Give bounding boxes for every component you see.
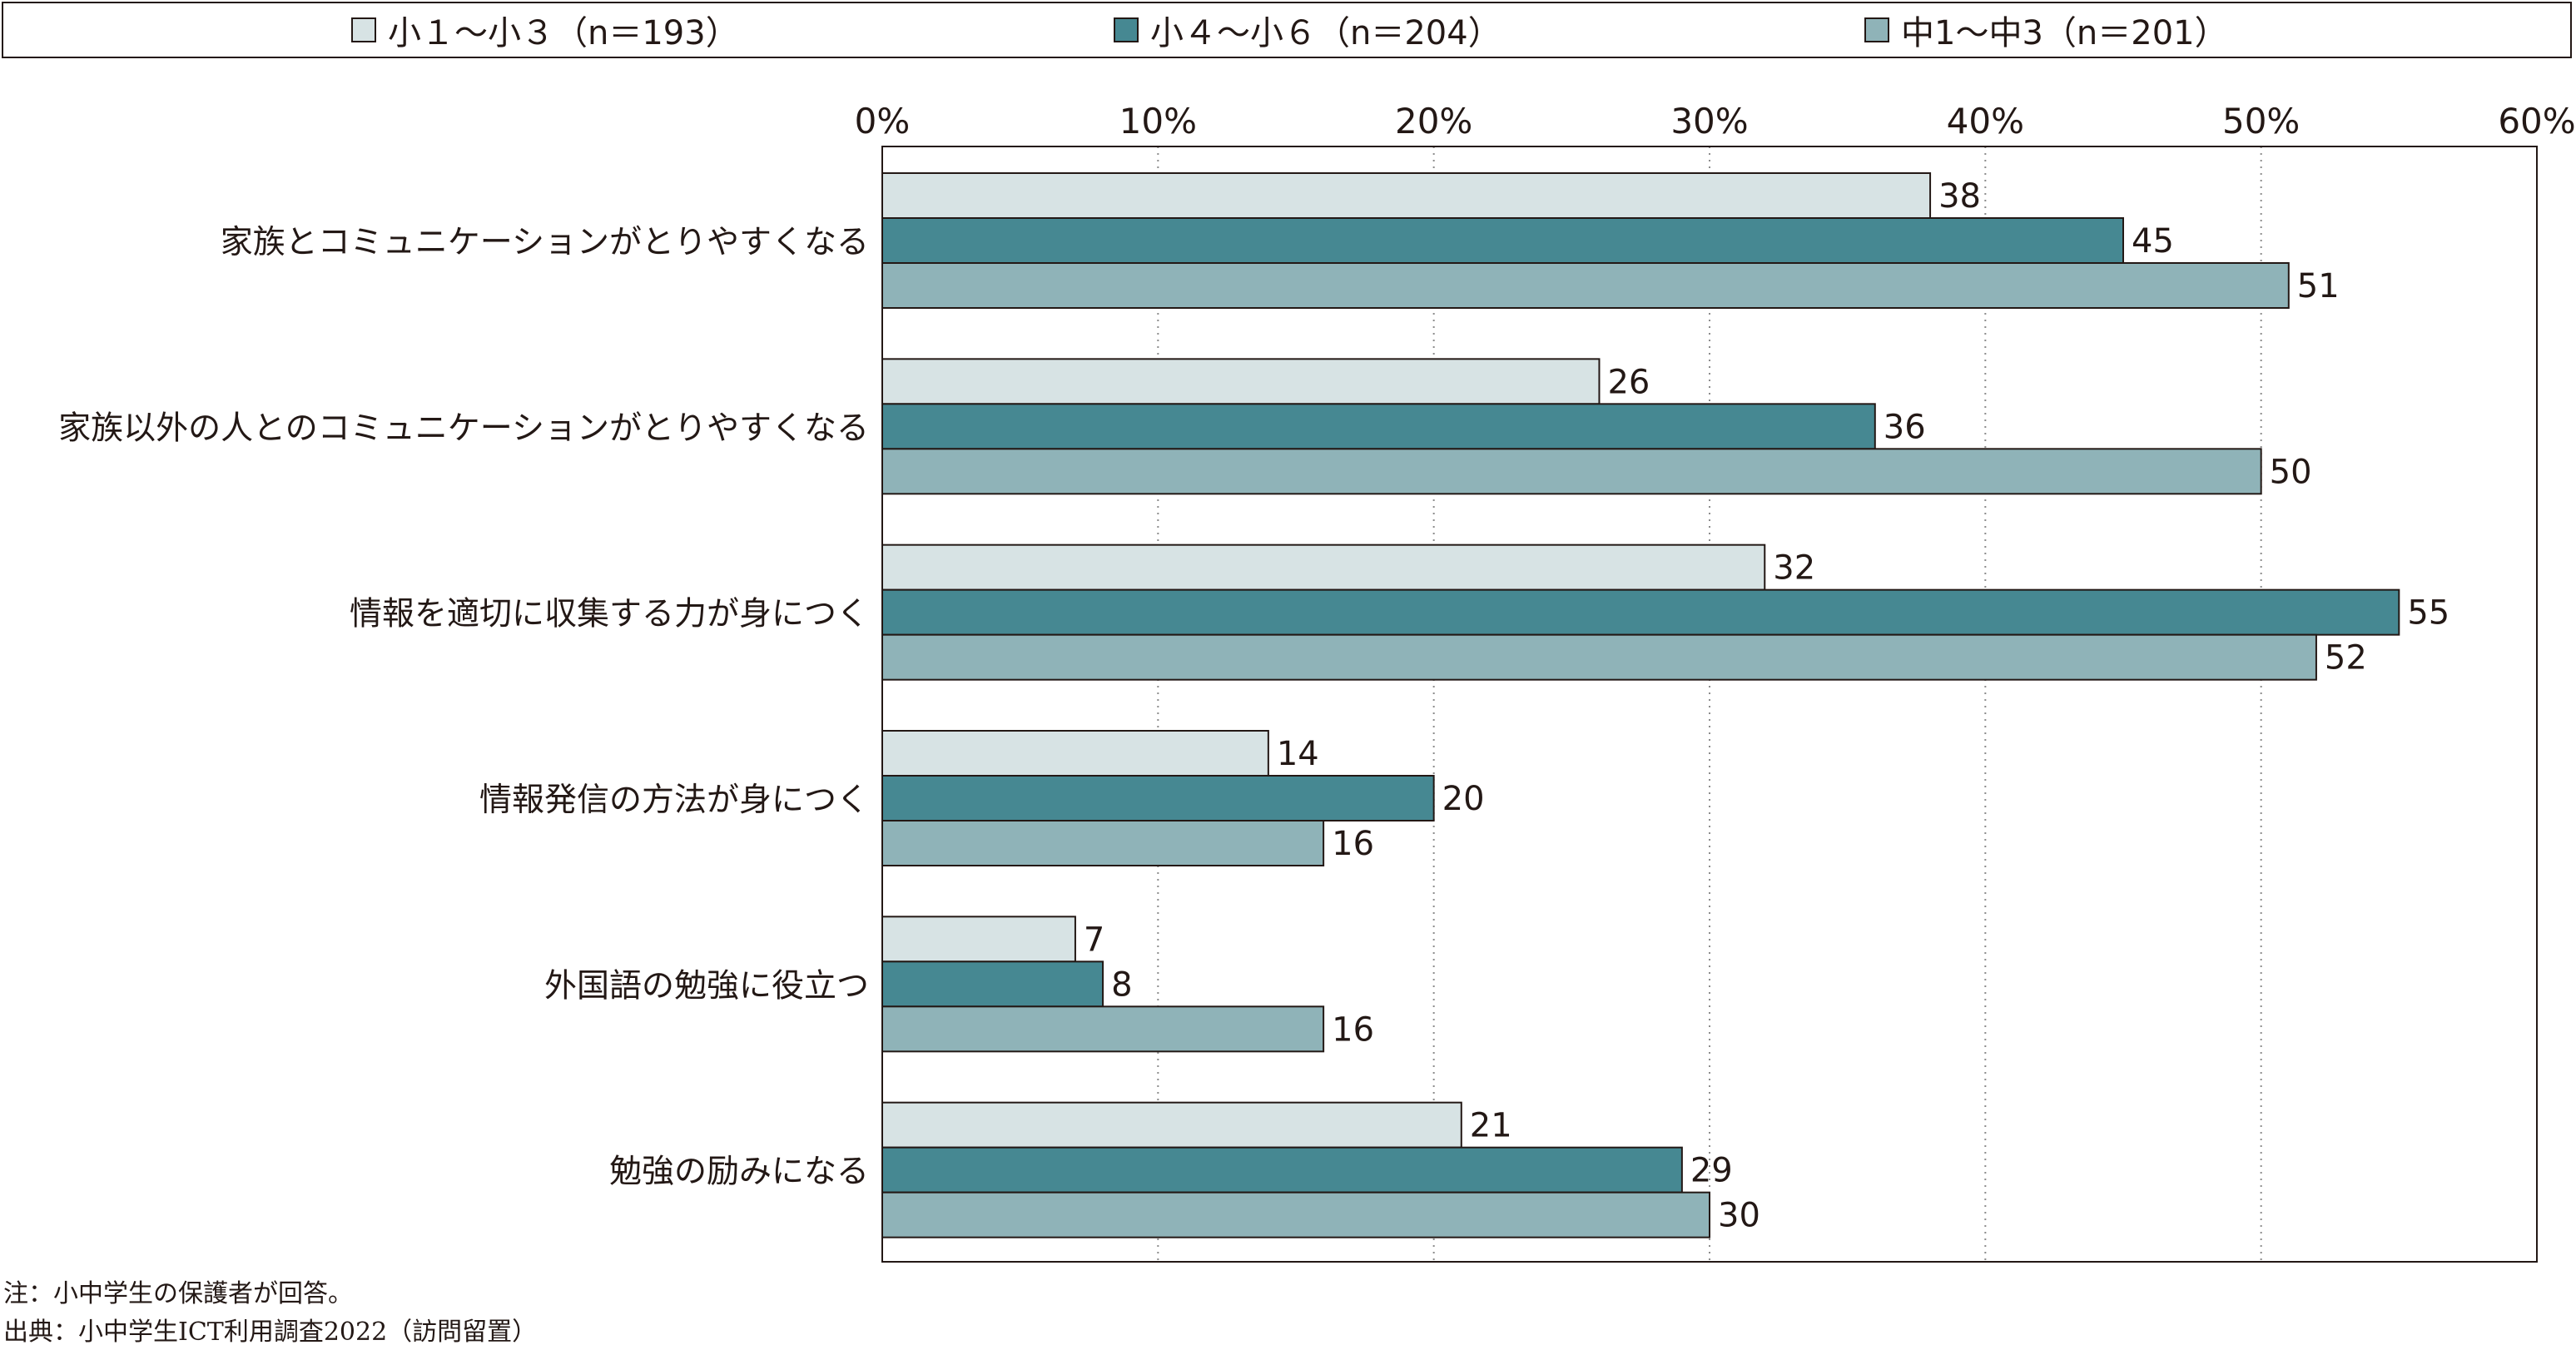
bar-value-label: 20 — [1442, 780, 1485, 818]
bar — [881, 775, 1435, 821]
bar — [881, 730, 1269, 777]
legend-label-junior-high: 中1〜中3（n＝201） — [1901, 14, 2228, 52]
category-label: 情報発信の方法が身につく — [479, 782, 869, 819]
category-label: 外国語の勉強に役立つ — [544, 967, 869, 1005]
bar — [881, 358, 1601, 405]
bar-value-label: 52 — [2325, 639, 2367, 678]
bar — [881, 1005, 1325, 1053]
bar-value-label: 16 — [1332, 825, 1374, 863]
bar-value-label: 45 — [2132, 222, 2174, 261]
bar-value-label: 16 — [1332, 1010, 1374, 1049]
x-tick-label: 20% — [1395, 101, 1472, 141]
category-label: 家族とコミュニケーションがとりやすくなる — [221, 224, 869, 261]
bar — [881, 172, 1932, 219]
x-tick-label: 0% — [855, 101, 911, 141]
bar — [881, 217, 2124, 264]
bar — [881, 543, 1766, 591]
plot-frame — [881, 146, 2538, 1263]
bar — [881, 1191, 1710, 1238]
chart-notes: 注：小中学生の保護者が回答。 出典：小中学生ICT利用調査2022（訪問留置） — [3, 1275, 537, 1352]
bar-value-label: 26 — [1607, 363, 1650, 401]
bar-value-label: 36 — [1884, 408, 1926, 446]
bar — [881, 820, 1325, 866]
bar — [881, 448, 2262, 495]
bar — [881, 960, 1104, 1008]
bar-value-label: 7 — [1084, 921, 1104, 959]
source-text: 出典：小中学生ICT利用調査2022（訪問留置） — [3, 1318, 538, 1347]
bar — [881, 916, 1076, 963]
legend-swatch-grade-1-3 — [351, 17, 376, 42]
bar — [881, 262, 2290, 309]
bar — [881, 1146, 1683, 1194]
bar-value-label: 38 — [1938, 177, 1981, 216]
legend-label-grade-4-6: 小４〜小６（n＝204） — [1150, 14, 1501, 52]
bar-value-label: 32 — [1773, 549, 1815, 588]
bar — [881, 633, 2317, 681]
bar-chart: 0% 10% 20% 30% 40% 50% 60% 38 45 51 家族とコミュニケーションがと… — [58, 101, 2576, 1263]
x-tick-label: 60% — [2498, 101, 2575, 141]
bar-value-label: 30 — [1718, 1197, 1760, 1235]
legend-swatch-grade-4-6 — [1114, 17, 1139, 42]
legend-item-grade-4-6: 小４〜小６（n＝204） — [1114, 3, 1501, 57]
category-label: 家族以外の人とのコミュニケーションがとりやすくなる — [58, 409, 869, 447]
bar — [881, 403, 1876, 450]
x-tick-label: 30% — [1670, 101, 1748, 141]
bar — [881, 588, 2400, 636]
bar-value-label: 14 — [1277, 735, 1319, 773]
bar-value-label: 50 — [2270, 453, 2312, 491]
chart-legend: 小１〜小３（n＝193） 小４〜小６（n＝204） 中1〜中3（n＝201） — [2, 2, 2572, 58]
category-label: 勉強の励みになる — [609, 1154, 869, 1191]
bar-value-label: 21 — [1470, 1107, 1512, 1145]
legend-swatch-junior-high — [1864, 17, 1889, 42]
x-tick-label: 10% — [1119, 101, 1197, 141]
legend-item-junior-high: 中1〜中3（n＝201） — [1864, 3, 2228, 57]
bar-value-label: 51 — [2297, 267, 2340, 305]
note-text: 注：小中学生の保護者が回答。 — [3, 1279, 353, 1308]
legend-item-grade-1-3: 小１〜小３（n＝193） — [351, 3, 739, 57]
x-tick-label: 40% — [1947, 101, 2024, 141]
bar-value-label: 29 — [1690, 1152, 1733, 1190]
legend-label-grade-1-3: 小１〜小３（n＝193） — [388, 14, 739, 52]
bar-value-label: 55 — [2407, 594, 2449, 633]
x-tick-label: 50% — [2222, 101, 2300, 141]
bar-value-label: 8 — [1111, 965, 1132, 1004]
category-label: 情報を適切に収集する力が身につく — [350, 596, 869, 633]
bar — [881, 1101, 1462, 1149]
